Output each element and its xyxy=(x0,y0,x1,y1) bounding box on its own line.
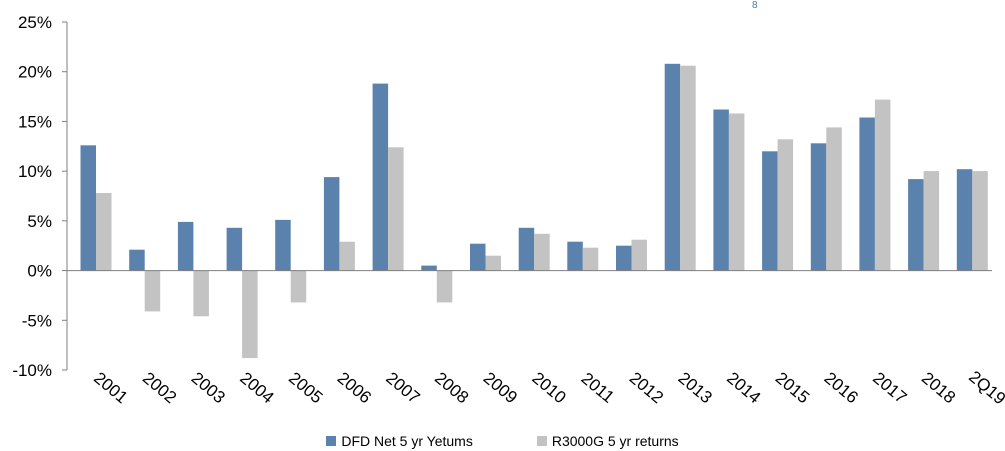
y-tick-label: 15% xyxy=(18,112,52,131)
bar-series-1-2006 xyxy=(323,177,340,271)
legend-label-series-2: R3000G 5 yr returns xyxy=(551,433,679,449)
bar-series-1-2013 xyxy=(664,63,681,271)
x-tick-label: 2007 xyxy=(382,368,423,407)
y-tick-label: 10% xyxy=(18,162,52,181)
bar-series-1-2015 xyxy=(762,151,778,271)
bar-series-1-2008 xyxy=(421,265,437,271)
y-tick-label: 5% xyxy=(27,212,52,231)
bar-series-2-2002 xyxy=(144,270,161,312)
x-tick-label: 2008 xyxy=(431,368,472,407)
x-tick-label: 2005 xyxy=(285,368,326,407)
bar-series-1-2007 xyxy=(372,83,389,271)
x-axis-labels: 2001 2002 2003 2004 2005 2006 2007 2008 2009 2010… xyxy=(90,367,1005,408)
bar-series-2-2013 xyxy=(680,65,696,271)
bar-series-2-2006 xyxy=(339,241,355,271)
bar-series-2-2001 xyxy=(96,193,112,271)
bar-series-2-2016 xyxy=(826,127,842,271)
bar-series-2-2009 xyxy=(485,255,501,271)
bar-series-2-2003 xyxy=(193,270,209,317)
y-tick-label: 0% xyxy=(27,262,52,281)
bar-series-1-2001 xyxy=(80,145,96,271)
bar-series-1-2011 xyxy=(567,241,583,271)
x-tick-label: 2009 xyxy=(480,368,521,407)
legend-swatch-series-1 xyxy=(326,436,337,446)
x-tick-label: 2002 xyxy=(139,368,180,407)
y-tick-label: 25% xyxy=(18,13,52,32)
bar-series-2-2005 xyxy=(290,270,307,303)
legend-item-series-1: DFD Net 5 yr Yetums xyxy=(326,433,473,449)
bar-series-2-2012 xyxy=(631,239,647,271)
x-tick-label: 2010 xyxy=(528,368,569,407)
bar-series-2-2007 xyxy=(388,147,404,271)
legend-item-series-2: R3000G 5 yr returns xyxy=(536,433,679,449)
bar-series-1-2002 xyxy=(129,249,145,271)
bar-chart: 25% 20% 15% 10% 5% 0% -5% -10% 2001 2002 2003 2004… xyxy=(12,13,1005,408)
bar-series-1-2012 xyxy=(616,245,632,271)
x-tick-label: 2015 xyxy=(772,368,813,407)
x-tick-label: 2014 xyxy=(723,368,764,407)
bar-series-2-2014 xyxy=(728,113,745,271)
bar-series-2-2017 xyxy=(874,99,891,271)
bars xyxy=(80,63,988,359)
bar-series-1-2004 xyxy=(226,227,243,271)
x-tick-label: 2012 xyxy=(626,368,667,407)
x-tick-label: 2018 xyxy=(918,368,959,407)
x-tick-label: 2016 xyxy=(821,368,862,407)
bar-series-1-2017 xyxy=(859,117,875,271)
x-tick-label: 2Q19 xyxy=(965,367,1005,408)
bar-series-1-2005 xyxy=(275,219,291,271)
bar-series-2-2010 xyxy=(534,233,550,271)
bar-series-2-2015 xyxy=(777,139,794,271)
legend: DFD Net 5 yr Yetums R3000G 5 yr returns xyxy=(0,431,1005,451)
bar-series-2-2011 xyxy=(582,247,599,271)
bar-series-2-2Q19 xyxy=(972,171,988,271)
bar-series-1-2003 xyxy=(177,221,194,271)
bar-series-1-2018 xyxy=(908,179,924,271)
x-tick-label: 2017 xyxy=(869,368,910,407)
top-mark: 8 xyxy=(752,0,758,11)
y-tick-label: 20% xyxy=(18,63,52,82)
x-tick-label: 2003 xyxy=(188,368,229,407)
y-tick-label: -5% xyxy=(22,311,52,330)
bar-series-2-2004 xyxy=(242,270,258,359)
x-tick-label: 2001 xyxy=(90,368,131,407)
y-axis-ticks: 25% 20% 15% 10% 5% 0% -5% -10% xyxy=(12,13,67,380)
x-tick-label: 2004 xyxy=(236,368,277,407)
legend-swatch-series-2 xyxy=(536,436,547,446)
y-tick-label: -10% xyxy=(12,361,52,380)
x-tick-label: 2013 xyxy=(675,368,716,407)
legend-label-series-1: DFD Net 5 yr Yetums xyxy=(341,433,473,449)
bar-series-2-2008 xyxy=(436,270,453,303)
x-tick-label: 2011 xyxy=(578,369,618,407)
bar-series-1-2010 xyxy=(518,227,535,271)
bar-series-1-2016 xyxy=(810,143,827,271)
bar-series-2-2018 xyxy=(923,171,940,271)
bar-series-1-2Q19 xyxy=(956,169,973,271)
bar-series-1-2014 xyxy=(713,109,729,271)
x-tick-label: 2006 xyxy=(334,368,375,407)
bar-series-1-2009 xyxy=(470,243,486,271)
